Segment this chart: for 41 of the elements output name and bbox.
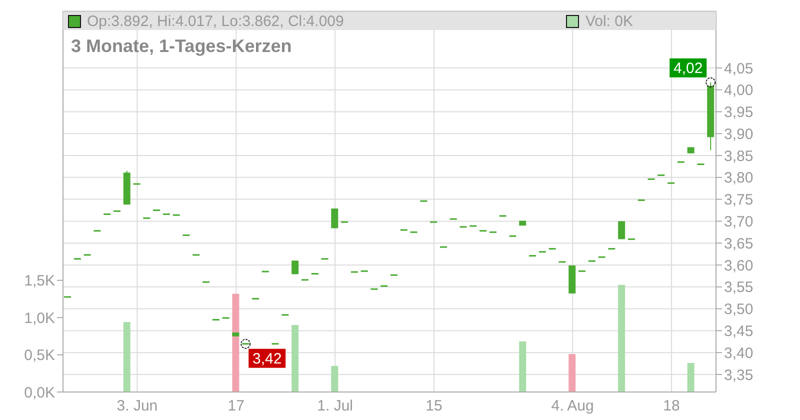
x-tick-label: 1. Jul — [317, 398, 354, 415]
y2-tick-label: 0,5K — [24, 347, 55, 364]
y-tick-label: 3,90 — [724, 126, 754, 143]
bar — [123, 322, 130, 392]
candlestick — [331, 208, 338, 229]
candlestick — [292, 260, 299, 275]
y-tick-label: 3,55 — [724, 279, 754, 296]
y-tick-label: 3,80 — [724, 170, 754, 187]
bar — [232, 294, 240, 392]
text: 3 Monate, 1-Tages-Kerzen — [71, 36, 292, 57]
annotation: 4,02 — [674, 60, 703, 77]
x-tick-label: 17 — [228, 398, 244, 415]
y-tick-label: 3,35 — [724, 366, 754, 384]
x-tick-label: 18 — [663, 398, 680, 415]
bar — [568, 354, 576, 392]
annotation: 3,42 — [252, 350, 282, 368]
legend-label: Op:3.892, Hi:4.017, Lo:3.862, Cl:4.009 — [87, 12, 344, 30]
bar — [519, 341, 526, 392]
y2-tick-label: 0,0K — [24, 384, 55, 402]
bar — [292, 325, 299, 392]
candlestick — [618, 220, 626, 240]
y2-tick-label: 1,5K — [24, 272, 55, 290]
bar — [331, 366, 338, 392]
y-tick-label: 4,00 — [724, 82, 754, 100]
y-tick-label: 3,50 — [724, 301, 754, 318]
y-tick-label: 4,05 — [724, 60, 754, 78]
x-tick-label: 4. Aug — [551, 398, 594, 415]
x-tick-label: 15 — [426, 398, 442, 415]
y-tick-label: 3,75 — [724, 192, 754, 209]
bar — [618, 284, 626, 392]
y-tick-label: 3,85 — [724, 148, 754, 165]
y-tick-label: 3,70 — [724, 214, 754, 231]
y-tick-label: 3,40 — [724, 344, 754, 362]
y2-tick-label: 1,0K — [24, 310, 55, 327]
y-tick-label: 3,45 — [724, 323, 754, 340]
y-tick-label: 3,60 — [724, 257, 754, 274]
bar — [687, 362, 694, 392]
legend-label: Vol: 0K — [585, 12, 633, 30]
x-tick-label: 3. Jun — [116, 398, 158, 415]
y-tick-label: 3,95 — [724, 104, 754, 122]
y-tick-label: 3,65 — [724, 235, 754, 252]
